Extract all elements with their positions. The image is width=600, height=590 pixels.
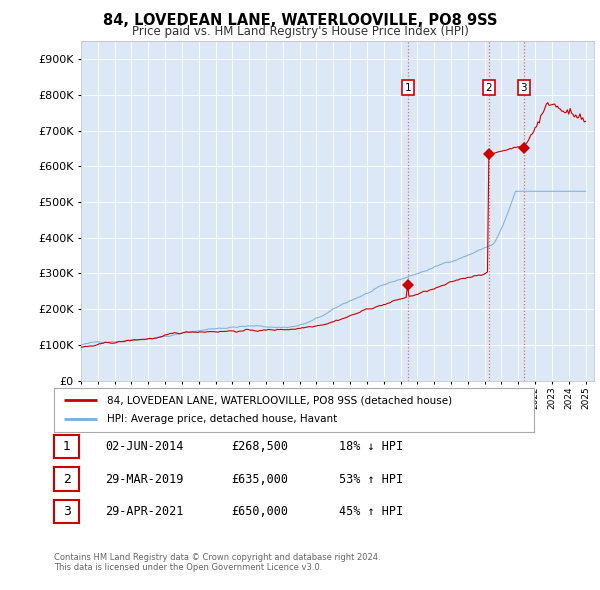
Text: 29-APR-2021: 29-APR-2021 [105,505,184,518]
Text: 3: 3 [62,505,71,518]
Text: Contains HM Land Registry data © Crown copyright and database right 2024.: Contains HM Land Registry data © Crown c… [54,553,380,562]
Text: 3: 3 [521,83,527,93]
Text: This data is licensed under the Open Government Licence v3.0.: This data is licensed under the Open Gov… [54,563,322,572]
Text: Price paid vs. HM Land Registry's House Price Index (HPI): Price paid vs. HM Land Registry's House … [131,25,469,38]
Text: 02-JUN-2014: 02-JUN-2014 [105,440,184,453]
Text: 45% ↑ HPI: 45% ↑ HPI [339,505,403,518]
Text: 29-MAR-2019: 29-MAR-2019 [105,473,184,486]
Text: £268,500: £268,500 [231,440,288,453]
Text: £635,000: £635,000 [231,473,288,486]
Text: 18% ↓ HPI: 18% ↓ HPI [339,440,403,453]
Text: 84, LOVEDEAN LANE, WATERLOOVILLE, PO8 9SS: 84, LOVEDEAN LANE, WATERLOOVILLE, PO8 9S… [103,13,497,28]
Text: HPI: Average price, detached house, Havant: HPI: Average price, detached house, Hava… [107,415,337,424]
Text: 2: 2 [485,83,492,93]
Text: 2: 2 [62,473,71,486]
Text: 1: 1 [62,440,71,453]
Text: 53% ↑ HPI: 53% ↑ HPI [339,473,403,486]
Text: £650,000: £650,000 [231,505,288,518]
Text: 84, LOVEDEAN LANE, WATERLOOVILLE, PO8 9SS (detached house): 84, LOVEDEAN LANE, WATERLOOVILLE, PO8 9S… [107,395,452,405]
Text: 1: 1 [404,83,411,93]
